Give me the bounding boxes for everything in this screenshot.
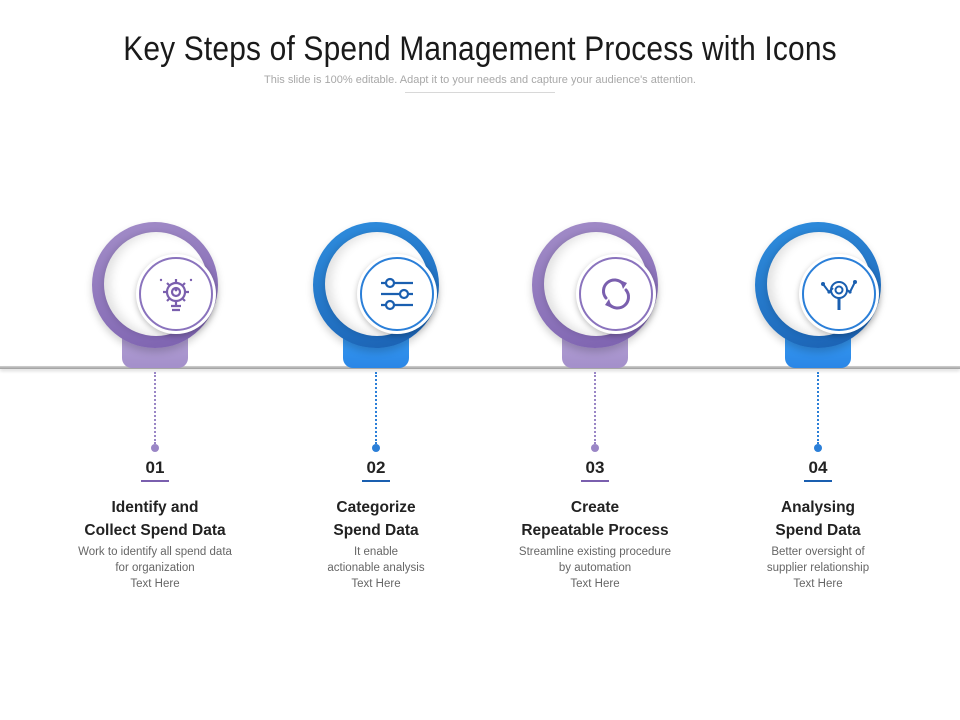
step-number: 02 [366, 458, 386, 477]
step-number-underline [581, 480, 609, 482]
step-ring [755, 222, 881, 348]
step-number: 03 [585, 458, 605, 477]
connector-dots [594, 372, 596, 444]
step-ring [313, 222, 439, 348]
connector-dots [375, 372, 377, 444]
page-subtitle: This slide is 100% editable. Adapt it to… [264, 74, 696, 86]
step-number-underline [141, 480, 169, 482]
step-ring [532, 222, 658, 348]
step-heading: Create Repeatable Process [521, 499, 669, 539]
magnifier-network-icon [821, 280, 857, 310]
step-2: 02 Categorize Spend Data It enable actio… [266, 222, 486, 602]
step-heading: Analysing Spend Data [775, 499, 861, 539]
step-4: 04 Analysing Spend Data Better oversight… [708, 222, 928, 602]
subtitle-divider [405, 92, 555, 93]
connector-dot [814, 444, 822, 452]
step-number: 04 [808, 458, 828, 477]
icon-disc [136, 254, 216, 334]
step-description: Streamline existing procedure by automat… [518, 546, 672, 590]
connector-dots [154, 372, 156, 444]
connector-dot [591, 444, 599, 452]
step-description: Better oversight of supplier relationshi… [766, 546, 870, 590]
connector-dot [151, 444, 159, 452]
step-number-underline [804, 480, 832, 482]
refresh-cycle-icon [602, 278, 630, 310]
step-heading: Categorize Spend Data [333, 499, 419, 539]
sliders-icon [381, 277, 413, 311]
icon-disc [576, 254, 656, 334]
icon-disc [357, 254, 437, 334]
connector-dots [817, 372, 819, 444]
step-number: 01 [145, 458, 165, 477]
step-1: 01 Identify and Collect Spend Data Work … [45, 222, 265, 602]
step-3: 03 Create Repeatable Process Streamline … [485, 222, 705, 602]
step-description: Work to identify all spend data for orga… [78, 546, 232, 590]
connector-dot [372, 444, 380, 452]
timeline-baseline [0, 366, 960, 369]
step-ring [92, 222, 218, 348]
icon-disc [799, 254, 879, 334]
gear-bulb-icon [159, 278, 193, 312]
step-heading: Identify and Collect Spend Data [84, 499, 226, 539]
page-title: Key Steps of Spend Management Process wi… [123, 30, 837, 68]
step-description: It enable actionable analysis Text Here [327, 546, 425, 590]
step-number-underline [362, 480, 390, 482]
